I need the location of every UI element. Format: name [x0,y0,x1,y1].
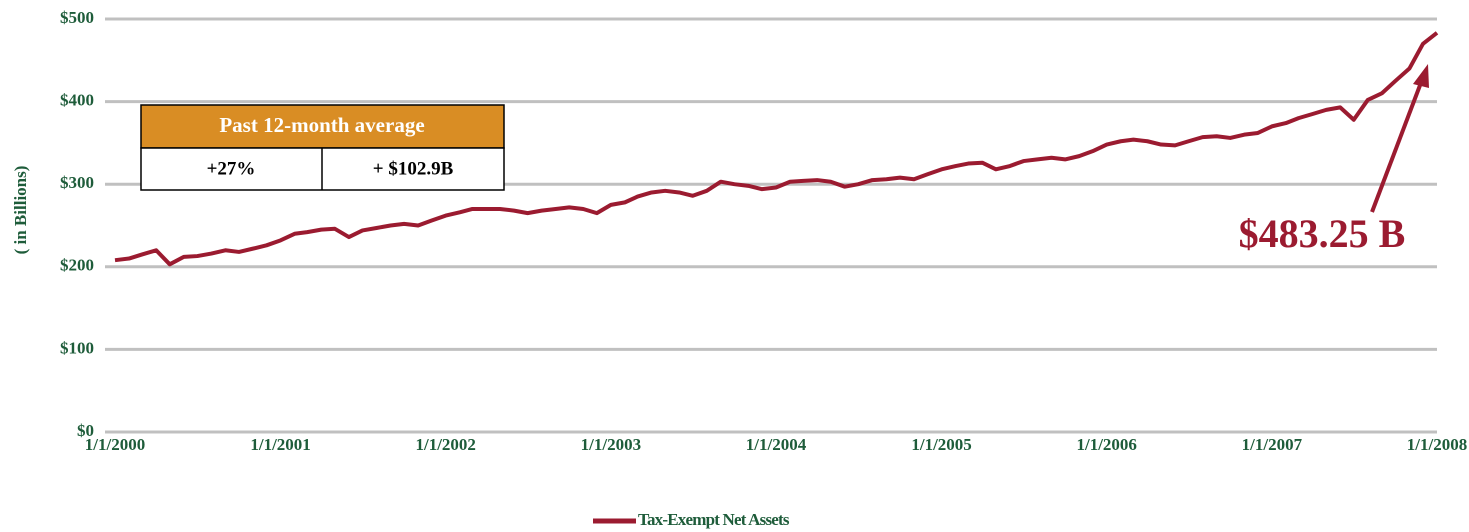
x-tick-label: 1/1/2006 [1076,435,1136,454]
x-tick-label: 1/1/2003 [581,435,641,454]
arrow-head [1413,64,1429,88]
x-tick-label: 1/1/2007 [1242,435,1303,454]
table-cell: +27% [207,158,256,179]
x-tick-label: 1/1/2002 [415,435,475,454]
x-tick-label: 1/1/2004 [746,435,807,454]
annotation-arrow [1370,79,1424,213]
table-cell: + $102.9B [373,158,454,179]
x-tick-label: 1/1/2000 [85,435,145,454]
legend-label: Tax-Exempt Net Assets [638,510,790,529]
y-tick-label: $0 [77,421,94,440]
annotation: $483.25 B [1239,211,1406,256]
x-tick-label: 1/1/2001 [250,435,310,454]
x-tick-label: 1/1/2008 [1407,435,1467,454]
y-tick-label: $400 [60,91,94,110]
y-axis-label: ( in Billions) [11,166,30,255]
y-tick-label: $100 [60,338,94,357]
x-tick-label: 1/1/2005 [911,435,971,454]
table-title: Past 12-month average [219,113,424,137]
y-tick-label: $300 [60,173,94,192]
y-tick-label: $500 [60,8,94,27]
table-header-bg [140,104,505,149]
data-line [114,31,1439,267]
y-tick-label: $200 [60,256,94,275]
